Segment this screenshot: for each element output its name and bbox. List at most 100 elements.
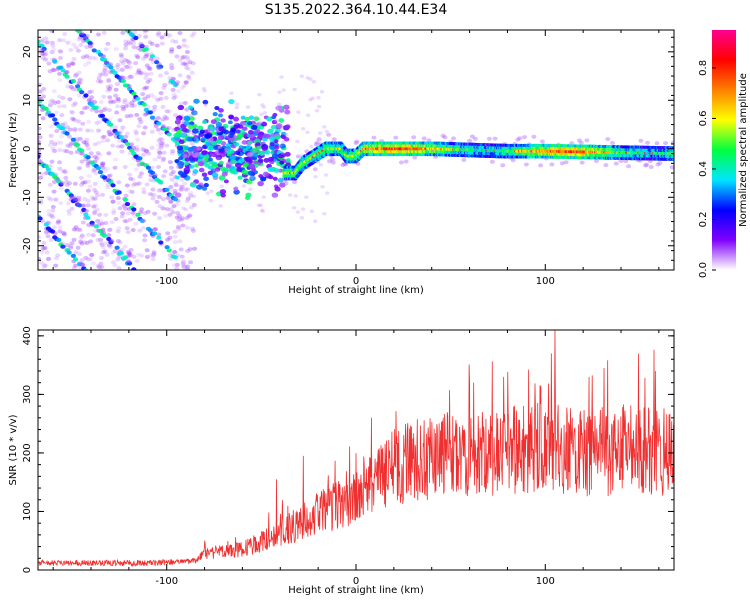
spectrogram-cell: [107, 243, 112, 248]
spectrogram-cell: [563, 160, 569, 165]
spectrogram-cell: [109, 220, 115, 225]
spectrogram-x-label: Height of straight line (km): [288, 285, 424, 296]
spectrogram-cell: [261, 145, 268, 151]
spectrogram-cell: [92, 209, 98, 214]
spectrogram-cell: [39, 38, 45, 43]
spectrogram-cell: [42, 263, 48, 268]
spectrogram-cell: [98, 241, 104, 245]
spectrogram-cell: [105, 41, 111, 46]
spectrogram-cell: [98, 79, 104, 84]
spectrogram-cell: [58, 140, 64, 145]
spectrogram-cell: [510, 158, 516, 163]
spectrogram-cell: [663, 141, 668, 146]
spectrogram-cell: [174, 215, 180, 220]
spectrogram-cell: [613, 161, 619, 166]
spectrogram-cell: [130, 177, 136, 182]
spectrogram-cell: [209, 153, 215, 157]
spectrogram-cell: [99, 72, 105, 77]
spectrogram-cell: [123, 104, 129, 109]
spectrogram-cell: [257, 158, 264, 163]
spectrogram-cell: [70, 116, 76, 121]
spectrogram-cell: [112, 70, 118, 75]
spectrogram-cell: [140, 225, 146, 230]
spectrogram-cell: [486, 136, 492, 141]
spectrogram-cell: [75, 245, 81, 250]
spectrogram-cell: [182, 101, 188, 105]
spectrogram-cell: [72, 128, 78, 133]
spectrogram-cell: [644, 162, 650, 167]
spectrogram-cell: [110, 199, 116, 204]
spectrogram-cell: [248, 163, 256, 170]
spectrogram-cell: [84, 105, 90, 110]
spectrogram-cell: [180, 264, 186, 269]
x-tick-label: 100: [536, 576, 555, 587]
spectrogram-cell: [50, 204, 56, 209]
spectrogram-cell: [174, 267, 180, 270]
spectrogram-cell: [46, 212, 52, 217]
spectrogram-cell: [137, 174, 143, 179]
spectrogram-cell: [179, 132, 187, 138]
spectrogram-cell: [152, 104, 158, 109]
spectrogram-cell: [137, 117, 143, 121]
spectrogram-cell: [184, 65, 190, 70]
spectrogram-cell: [97, 72, 103, 77]
y-tick-label: 10: [22, 94, 33, 107]
spectrogram-cell: [129, 100, 135, 105]
spectrogram-cell: [73, 225, 79, 230]
spectrogram-cell: [161, 150, 167, 155]
spectrogram-cell: [72, 257, 79, 262]
spectrogram-cell: [153, 227, 158, 232]
spectrogram-cell: [121, 107, 126, 112]
spectrogram-cell: [117, 139, 122, 144]
spectrogram-cell: [112, 165, 118, 170]
spectrogram-cell: [228, 133, 234, 139]
spectrogram-cell: [203, 103, 208, 108]
spectrogram-cell: [168, 207, 174, 212]
spectrogram-cell: [79, 241, 85, 246]
spectrogram-cell: [72, 101, 78, 106]
spectrogram-cell: [47, 68, 53, 73]
spectrogram-cell: [166, 34, 172, 39]
spectrogram-cell: [175, 226, 181, 230]
spectrogram-cell: [252, 153, 259, 158]
spectrogram-cell: [210, 140, 217, 146]
spectrogram-cell: [267, 128, 274, 134]
spectrogram-cell: [184, 55, 190, 60]
spectrogram-cell: [116, 98, 121, 103]
spectrogram-cell: [242, 126, 248, 131]
spectrogram-cell: [62, 32, 68, 36]
spectrogram-cell: [214, 167, 221, 172]
colorbar-tick-label: 0.0: [698, 262, 709, 278]
spectrogram-cell: [227, 148, 235, 155]
spectrogram-cell: [147, 192, 153, 196]
spectrogram-cell: [325, 191, 330, 195]
spectrogram-cell: [181, 38, 187, 43]
spectrogram-cell: [162, 169, 168, 174]
spectrogram-cell: [175, 117, 180, 122]
spectrogram-cell: [156, 232, 162, 237]
spectrogram-cell: [67, 97, 73, 102]
spectrogram-cell: [240, 115, 246, 120]
spectrogram-cell: [97, 119, 103, 124]
spectrogram-cell: [183, 115, 191, 121]
colorbar-label: Normalized spectral amplitude: [738, 73, 749, 227]
spectrogram-cell: [41, 51, 46, 56]
spectrogram-cell: [105, 88, 111, 93]
spectrogram-cell: [117, 240, 123, 245]
spectrogram-cell: [189, 70, 195, 75]
spectrogram-cell: [151, 253, 156, 258]
spectrogram-cell: [319, 90, 325, 94]
spectrogram-cell: [57, 48, 63, 53]
spectrogram-cell: [92, 196, 98, 201]
spectrogram-cell: [113, 87, 119, 92]
spectrogram-cell: [260, 103, 265, 107]
spectrogram-cell: [260, 153, 265, 157]
spectrogram-cell: [179, 254, 185, 259]
spectrogram-cell: [58, 49, 64, 54]
spectrogram-cell: [140, 43, 145, 48]
spectrogram-cell: [248, 187, 253, 191]
spectrogram-cell: [178, 247, 184, 252]
spectrogram-cell: [120, 30, 126, 35]
spectrogram-cell: [219, 189, 227, 195]
spectrogram-cell: [299, 74, 304, 79]
